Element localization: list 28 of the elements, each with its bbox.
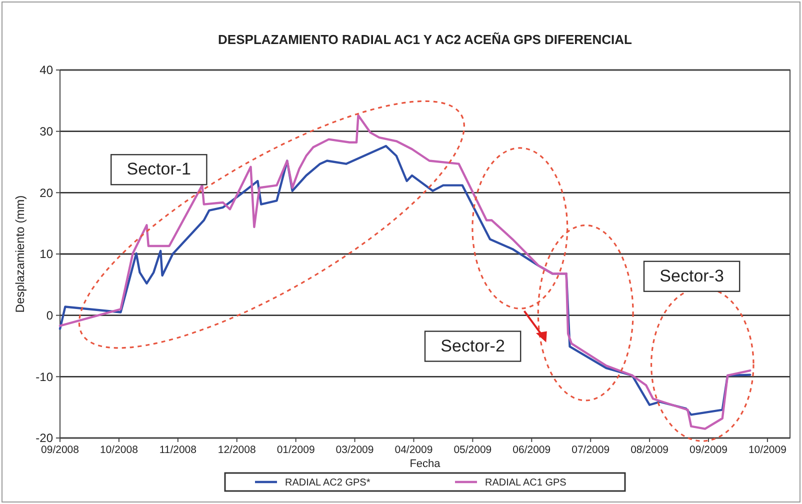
- y-tick-label: 10: [40, 247, 54, 262]
- y-tick-label: 0: [46, 308, 54, 323]
- x-tick-label: 05/2009: [454, 444, 492, 456]
- x-tick-label: 01/2009: [276, 444, 315, 456]
- x-tick-label: 09/2008: [41, 444, 80, 456]
- y-axis-title: Desplazamiento (mm): [13, 195, 27, 313]
- chart-title: DESPLAZAMIENTO RADIAL AC1 Y AC2 ACEÑA GPS DIFERENCIAL: [218, 32, 632, 47]
- legend-label: RADIAL AC2 GPS*: [285, 478, 370, 488]
- x-tick-label: 10/2008: [100, 444, 138, 456]
- y-tick-label: 20: [40, 186, 54, 200]
- x-tick-label: 11/2008: [159, 444, 197, 456]
- y-tick-label: 40: [40, 63, 54, 78]
- x-tick-label: 09/2009: [690, 444, 728, 456]
- x-tick-label: 10/2009: [748, 444, 787, 456]
- annotation: Sector-1: [126, 160, 192, 179]
- y-tick-label: 30: [40, 124, 54, 139]
- y-tick-label: -20: [36, 431, 54, 446]
- x-axis-title: Fecha: [410, 458, 442, 470]
- annotation: Sector-2: [440, 336, 505, 356]
- legend-label: RADIAL AC1 GPS: [485, 478, 567, 488]
- y-tick-label: -10: [36, 370, 54, 384]
- x-tick-label: 08/2009: [630, 444, 669, 456]
- annotation: Sector-3: [660, 266, 724, 286]
- x-tick-label: 04/2009: [394, 444, 433, 456]
- x-tick-label: 07/2009: [572, 444, 610, 456]
- x-tick-label: 03/2009: [336, 444, 374, 456]
- x-tick-label: 06/2009: [512, 444, 551, 456]
- x-tick-label: 12/2008: [218, 444, 256, 456]
